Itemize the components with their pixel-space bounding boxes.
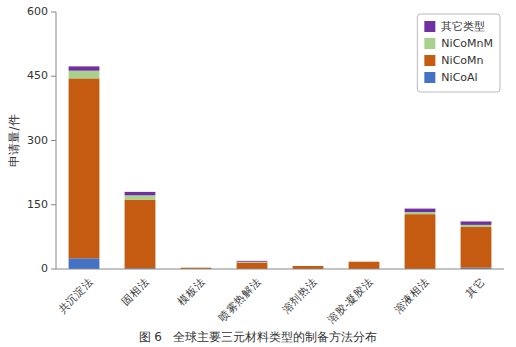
bar-segment xyxy=(69,71,100,79)
y-axis: 0 150 300 450 600 xyxy=(27,5,56,275)
legend-label: 其它类型 xyxy=(441,20,485,33)
bar-segment xyxy=(293,266,324,267)
y-tick-label: 450 xyxy=(27,69,48,82)
chart-svg: 0 150 300 450 600 共沉淀法固相法模板法喷雾热解法溶剂热法溶胶-凝胶法溶液… xyxy=(0,0,516,347)
x-axis: 共沉淀法固相法模板法喷雾热解法溶剂热法溶胶-凝胶法溶液相法 其它 xyxy=(55,276,487,326)
y-axis-label: 申请量/件 xyxy=(7,114,21,166)
x-tick-label: 其它 xyxy=(463,276,487,300)
legend-swatch xyxy=(424,21,435,32)
bar-segment xyxy=(125,192,156,195)
bars xyxy=(69,66,492,269)
y-tick-label: 150 xyxy=(27,198,48,211)
y-tick xyxy=(51,204,56,205)
bar-segment xyxy=(461,225,492,227)
legend-box xyxy=(417,14,500,92)
legend: 其它类型 NiCoMnM NiCoMn NiCoAl xyxy=(417,14,500,92)
bar-segment xyxy=(237,263,268,269)
bar-segment xyxy=(237,261,268,263)
bar-segment xyxy=(405,209,436,212)
bar-segment xyxy=(349,261,380,262)
bar-segment xyxy=(125,195,156,199)
x-tick-label: 溶剂热法 xyxy=(279,276,319,316)
bar-segment xyxy=(349,262,380,269)
bar-segment xyxy=(405,212,436,214)
y-tick xyxy=(51,76,56,77)
legend-swatch xyxy=(424,72,435,83)
bar-segment xyxy=(181,267,212,268)
bar-segment xyxy=(461,227,492,268)
y-tick-label: 300 xyxy=(27,134,48,147)
x-axis-line xyxy=(56,269,504,270)
legend-label: NiCoMn xyxy=(441,54,483,67)
legend-label: NiCoAl xyxy=(441,71,477,84)
bar-segment xyxy=(461,221,492,224)
x-tick-label: 共沉淀法 xyxy=(55,276,95,316)
caption: 图 6 全球主要三元材料类型的制备方法分布 xyxy=(139,330,378,344)
y-tick xyxy=(51,140,56,141)
y-tick-label: 0 xyxy=(41,262,48,275)
x-tick-label: 溶液相法 xyxy=(391,276,431,316)
legend-label: NiCoMnM xyxy=(441,37,493,50)
bar-segment xyxy=(69,78,100,258)
x-tick-label: 喷雾热解法 xyxy=(216,276,263,323)
x-tick-label: 模板法 xyxy=(175,276,207,308)
bar-segment xyxy=(69,258,100,269)
bar-segment xyxy=(181,267,212,268)
x-tick-label: 溶胶-凝胶法 xyxy=(325,276,375,326)
legend-swatch xyxy=(424,55,435,66)
x-tick-label: 固相法 xyxy=(119,276,151,308)
bar-segment xyxy=(125,200,156,269)
y-axis-line xyxy=(56,12,57,269)
y-tick-label: 600 xyxy=(27,5,48,18)
bar-segment xyxy=(349,261,380,262)
y-tick xyxy=(51,12,56,13)
bar-segment xyxy=(69,66,100,70)
legend-swatch xyxy=(424,38,435,49)
bar-segment xyxy=(405,214,436,269)
bar-segment xyxy=(237,260,268,262)
y-tick xyxy=(51,269,56,270)
bar-segment xyxy=(293,266,324,267)
chart-container: 0 150 300 450 600 共沉淀法固相法模板法喷雾热解法溶剂热法溶胶-凝胶法溶液… xyxy=(0,0,516,347)
